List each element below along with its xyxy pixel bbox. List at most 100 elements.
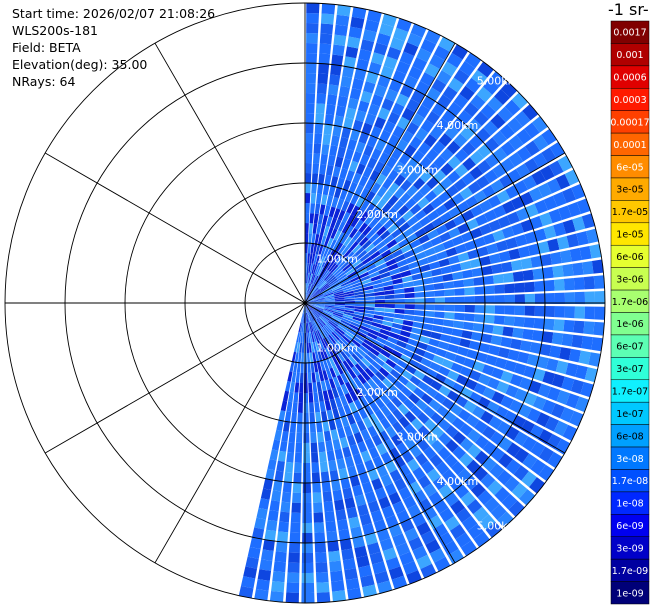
range-gate [345,251,355,261]
range-gate [437,532,454,547]
range-gate [404,292,415,299]
range-gate [254,517,266,530]
range-gate [367,103,380,117]
range-gate [287,562,300,573]
range-gate [461,515,478,531]
range-gate [415,127,429,142]
range-gate [315,411,322,423]
range-gate [354,387,364,399]
range-gate [374,397,386,409]
range-gate [312,309,320,318]
range-gate [534,305,545,317]
range-gate [467,444,482,459]
range-gate [506,211,520,225]
range-gate [308,322,313,333]
range-gate [282,390,290,402]
range-gate [370,325,381,333]
range-gate [389,469,402,483]
colorbar-label: 6e-06 [616,252,643,263]
range-gate [563,278,575,291]
range-gate [371,322,382,329]
range-gate [574,291,586,305]
range-gate [483,275,495,285]
range-gate [353,431,364,444]
range-gate [571,334,584,349]
range-gate [547,386,561,402]
range-gate [332,314,343,320]
range-gate [366,135,378,148]
range-gate [296,422,303,433]
range-gate [333,311,344,316]
range-gate [299,372,304,383]
range-gate [419,215,431,227]
range-gate [437,418,451,432]
range-gate [408,359,420,369]
range-gate [355,462,367,475]
range-gate [387,263,399,271]
range-gate [358,407,368,420]
range-gate [311,452,319,463]
range-gate [299,322,303,333]
range-gate [557,155,573,172]
range-gate [347,139,358,151]
range-gate [306,283,310,294]
range-gate [305,143,313,154]
range-gate [355,208,365,220]
range-gate [444,125,459,140]
range-gate [330,64,342,76]
range-gate [319,281,328,290]
range-gate [269,591,284,603]
range-gate [414,209,427,221]
range-gate [361,278,372,285]
range-gate [279,440,288,452]
range-gate [362,584,378,598]
range-gate [365,229,376,240]
range-gate [314,351,320,362]
range-gate [334,499,345,511]
range-gate [414,347,426,357]
range-gate [305,312,308,323]
range-gate [326,195,334,207]
range-gate [355,233,366,244]
range-gate [367,267,379,275]
range-gate [424,418,437,432]
range-gate [413,387,425,399]
range-gate [313,275,319,286]
range-gate [376,32,391,46]
range-gate [453,214,466,227]
range-gate [317,350,323,362]
range-gate [317,234,323,245]
range-gate [544,292,555,304]
range-gate [316,582,330,593]
range-label: 1.00km [316,253,358,266]
range-gate [332,590,347,602]
range-gate [593,275,605,289]
range-gate [352,119,364,132]
range-gate [374,303,385,308]
range-gate [312,289,321,297]
range-gate [318,280,327,289]
range-gate [461,172,475,186]
range-gate [318,451,327,463]
range-gate [420,329,432,338]
range-gate [272,571,286,583]
range-gate [343,311,354,317]
range-gate [403,281,414,288]
range-gate [477,61,494,78]
range-gate [346,413,356,425]
range-gate [575,364,588,380]
range-gate [315,319,323,329]
range-gate [319,350,326,361]
range-gate [310,203,316,214]
range-gate [320,268,327,278]
range-gate [352,410,362,423]
range-gate [471,405,486,419]
range-gate [339,436,349,449]
range-gate [376,528,391,542]
range-gate [437,341,450,351]
range-gate [360,187,370,199]
colorbar-label: 3e-09 [616,543,643,554]
range-gate [425,368,438,379]
range-gate [553,222,566,237]
range-gate [384,340,396,349]
